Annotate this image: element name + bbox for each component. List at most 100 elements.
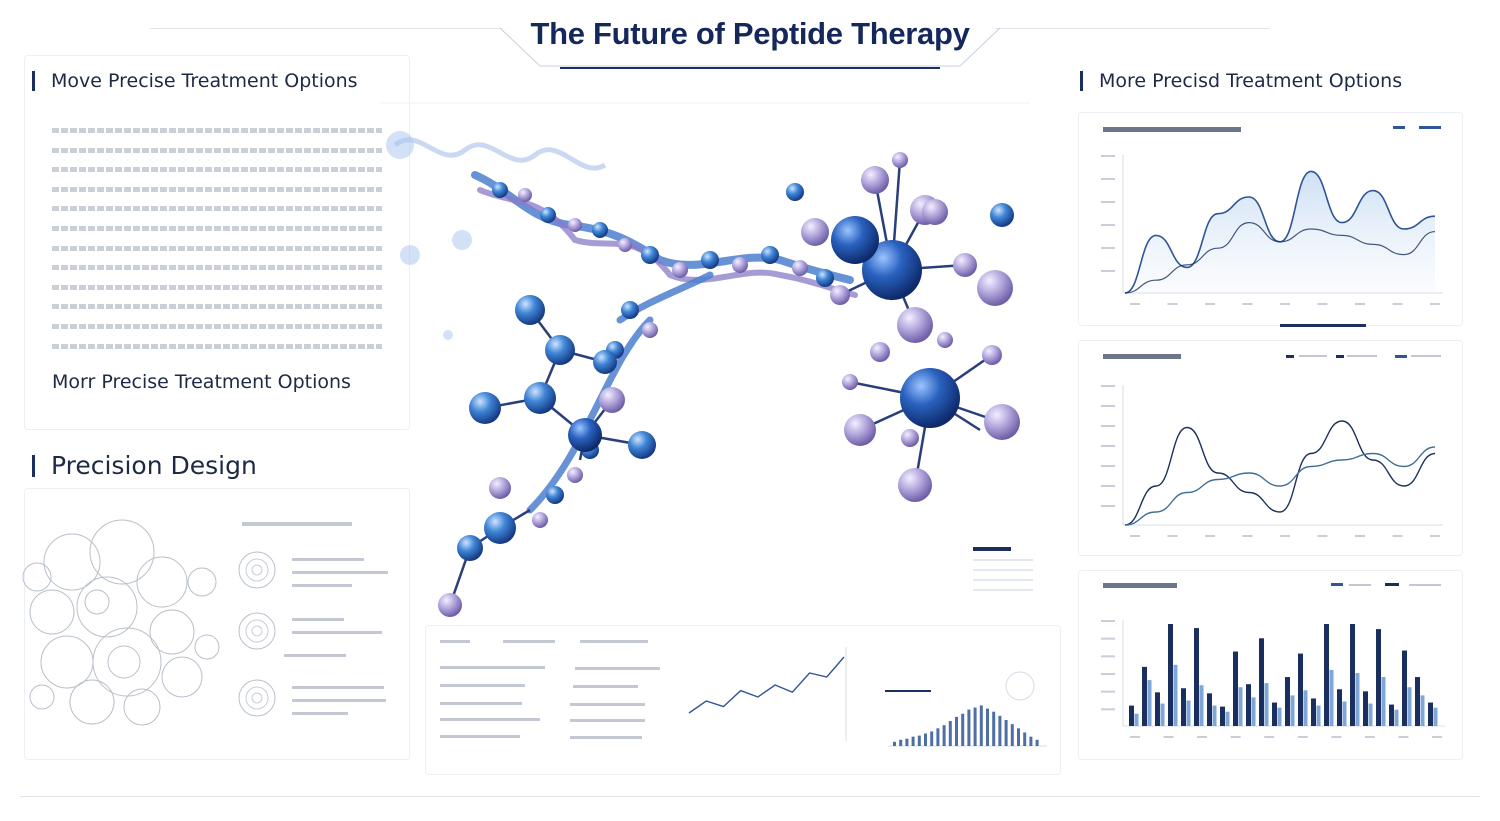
peptide-molecule-illustration <box>380 102 1030 617</box>
y-tick-label <box>1101 224 1115 226</box>
design-heading: Precision Design <box>32 451 257 480</box>
right-chart-panel-2 <box>1078 340 1463 556</box>
heading-bar <box>32 71 35 91</box>
histo-bar <box>1004 720 1008 746</box>
histo-legend-bar <box>885 690 931 692</box>
x-tick-label <box>1392 303 1403 305</box>
bar <box>1394 709 1399 726</box>
bar <box>1350 624 1355 726</box>
histo-bar <box>911 736 915 746</box>
x-tick-label <box>1205 535 1215 537</box>
bar <box>1160 703 1165 726</box>
bar <box>1264 683 1269 726</box>
bar <box>1186 700 1191 726</box>
y-tick-label <box>1101 178 1115 180</box>
bar <box>1402 650 1407 726</box>
design-heading-text: Precision Design <box>51 451 257 480</box>
right-heading-text: More Precisd Treatment Options <box>1099 70 1403 92</box>
area-chart-svg <box>1101 155 1443 305</box>
bar <box>1277 707 1282 726</box>
bar <box>1290 695 1295 726</box>
title-banner: The Future of Peptide Therapy <box>500 6 1000 72</box>
center-mini-line-chart <box>686 645 848 745</box>
bar <box>1381 677 1386 726</box>
molecule-sketch <box>22 519 220 726</box>
heading-bar <box>32 454 35 477</box>
y-tick-label <box>1101 445 1115 447</box>
page-title: The Future of Peptide Therapy <box>530 16 970 51</box>
bar <box>1194 628 1199 726</box>
heading-bar <box>1080 71 1083 91</box>
histo-dial <box>1005 671 1035 701</box>
center-bottom-panel <box>425 625 1061 775</box>
bar <box>1368 703 1373 726</box>
frame-line-top-left <box>150 28 502 29</box>
histo-bar <box>899 739 903 746</box>
x-tick-label <box>1355 535 1365 537</box>
histo-bar <box>986 708 989 746</box>
bar <box>1363 691 1368 726</box>
bar <box>1428 702 1433 726</box>
bar <box>1433 707 1438 726</box>
x-tick-label <box>1364 736 1375 738</box>
histo-bar <box>924 733 927 746</box>
bar <box>1285 677 1290 726</box>
x-tick-label <box>1317 303 1328 305</box>
bar <box>1155 692 1160 726</box>
histo-bar <box>961 713 965 746</box>
x-tick-label <box>1355 303 1365 305</box>
y-tick-label <box>1101 690 1115 693</box>
bar <box>1225 711 1230 726</box>
y-tick-label <box>1101 270 1115 272</box>
right-bar-chart <box>1095 605 1450 745</box>
bar <box>1233 651 1238 726</box>
x-tick-label <box>1230 736 1241 738</box>
x-tick-label <box>1163 736 1174 738</box>
histo-bar <box>905 738 909 746</box>
histo-bar <box>1029 736 1033 746</box>
frame-line-top-right <box>995 28 1270 29</box>
bar <box>1147 680 1152 726</box>
histo-bar <box>1010 724 1014 746</box>
bar <box>1251 697 1256 726</box>
bar <box>1311 698 1316 726</box>
histo-bar <box>917 735 921 746</box>
frame-line-bottom <box>20 796 1480 797</box>
y-tick-label <box>1101 155 1115 157</box>
bar <box>1238 687 1243 726</box>
left-panel-heading: Move Precise Treatment Options <box>32 70 358 92</box>
panel-accent-bar <box>1280 324 1366 327</box>
bar-chart-svg <box>1101 620 1445 738</box>
bar <box>1199 685 1204 726</box>
design-blurred-text <box>242 522 388 715</box>
line-chart-svg <box>1101 385 1443 537</box>
y-tick-label <box>1101 425 1115 427</box>
bar <box>1355 672 1360 726</box>
y-tick-label <box>1101 620 1115 622</box>
histo-bar <box>979 705 983 746</box>
bar <box>1207 693 1212 726</box>
histo-bar <box>955 716 958 746</box>
center-legend-block <box>973 547 1033 591</box>
chart3-header <box>1103 583 1441 588</box>
y-tick-label <box>1101 201 1115 203</box>
y-tick-label <box>1101 465 1115 467</box>
y-tick-label <box>1101 637 1115 640</box>
mini-line-svg <box>688 647 847 741</box>
bar <box>1142 666 1147 726</box>
bar <box>1246 684 1251 726</box>
bar <box>1173 664 1178 726</box>
bar <box>1316 705 1321 726</box>
bar <box>1420 695 1425 726</box>
y-tick-label <box>1101 405 1115 407</box>
y-tick-label <box>1101 385 1115 387</box>
y-tick-label <box>1101 485 1115 487</box>
design-item-icon-2 <box>238 612 276 650</box>
bar <box>1212 705 1217 726</box>
center-bottom-blurred-text <box>440 640 660 739</box>
title-frame <box>500 27 1000 69</box>
bar <box>1337 689 1342 726</box>
histo-bar <box>936 728 940 746</box>
left-heading-text: Move Precise Treatment Options <box>51 70 358 92</box>
x-tick-label <box>1317 535 1328 537</box>
